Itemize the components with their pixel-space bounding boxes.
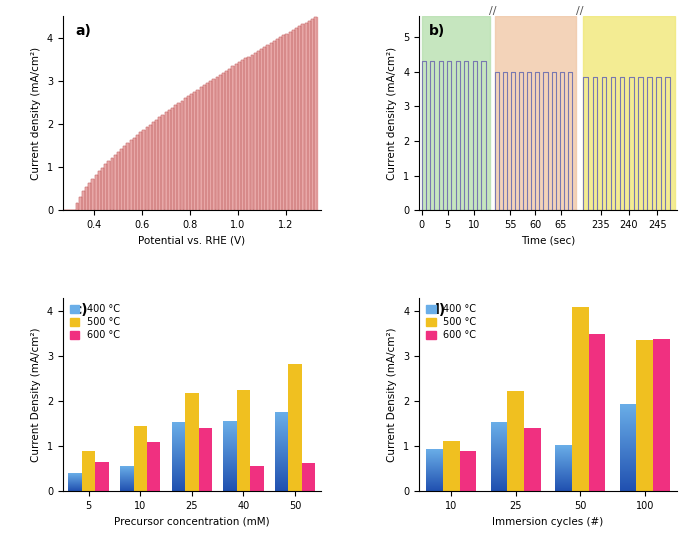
Y-axis label: Current Density (mA/cm²): Current Density (mA/cm²) — [31, 327, 41, 462]
Y-axis label: Current Density (mA/cm²): Current Density (mA/cm²) — [387, 327, 397, 462]
X-axis label: Potential vs. RHE (V): Potential vs. RHE (V) — [138, 235, 246, 246]
X-axis label: Immersion cycles (#): Immersion cycles (#) — [492, 517, 604, 527]
Text: //: // — [489, 7, 496, 16]
Bar — [584, 16, 674, 210]
Y-axis label: Current density (mA/cm²): Current density (mA/cm²) — [31, 47, 41, 180]
Bar — [507, 391, 524, 491]
Text: a): a) — [75, 24, 91, 38]
Text: d): d) — [429, 304, 445, 317]
Bar — [495, 16, 576, 210]
Bar — [637, 340, 653, 491]
Bar — [133, 426, 147, 491]
Bar — [82, 451, 96, 491]
Legend: 400 °C, 500 °C, 600 °C: 400 °C, 500 °C, 600 °C — [424, 302, 478, 342]
Bar — [524, 428, 541, 491]
Text: b): b) — [429, 24, 445, 38]
Bar — [237, 390, 250, 491]
Bar — [185, 393, 198, 491]
Bar — [653, 339, 670, 491]
Bar — [288, 364, 302, 491]
Bar — [422, 16, 490, 210]
Bar — [572, 306, 588, 491]
Text: //: // — [576, 7, 584, 16]
Bar — [96, 462, 109, 491]
Bar — [588, 334, 605, 491]
Bar — [443, 441, 459, 491]
Bar — [459, 451, 477, 491]
Bar — [147, 442, 161, 491]
X-axis label: Precursor concentration (mM): Precursor concentration (mM) — [114, 517, 269, 527]
Bar — [302, 464, 315, 491]
Y-axis label: Current density (mA/cm²): Current density (mA/cm²) — [387, 47, 397, 180]
Legend: 400 °C, 500 °C, 600 °C: 400 °C, 500 °C, 600 °C — [68, 302, 122, 342]
Bar — [198, 428, 212, 491]
Bar — [250, 466, 264, 491]
Text: c): c) — [73, 304, 88, 317]
X-axis label: Time (sec): Time (sec) — [521, 235, 575, 246]
